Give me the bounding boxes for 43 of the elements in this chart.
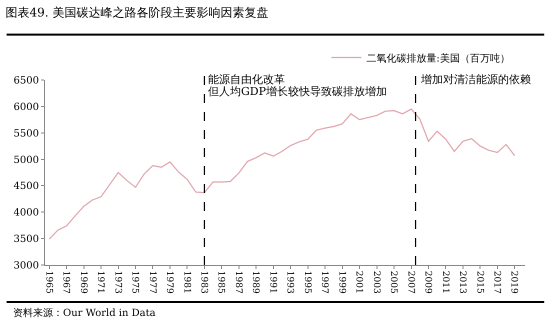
x-tick-label: 2005 (388, 270, 398, 294)
y-tick-label: 3000 (14, 260, 39, 272)
x-tick-label: 2019 (508, 270, 519, 294)
x-tick-label: 1995 (302, 270, 312, 294)
y-tick-label: 6000 (14, 102, 39, 113)
x-tick-label: 1979 (164, 270, 174, 294)
text: 资料来源：Our World in Data (13, 307, 156, 319)
x-tick-label: 1991 (267, 270, 278, 294)
x-tick-label: 1975 (130, 270, 140, 294)
x-tick-label: 2007 (405, 270, 416, 294)
x-tick-label: 1997 (319, 270, 330, 294)
x-tick-label: 1977 (146, 270, 157, 294)
y-tick-label: 4500 (14, 181, 39, 192)
x-tick-label: 2011 (440, 270, 450, 294)
x-tick-label: 1985 (216, 270, 226, 294)
x-tick-label: 1987 (232, 270, 243, 294)
x-tick-label: 2013 (457, 270, 468, 294)
ref-line-label: 能源自由化改革 (208, 73, 285, 86)
y-tick-label: 4000 (14, 208, 39, 219)
x-tick-label: 1965 (43, 270, 54, 294)
x-tick-label: 1983 (198, 270, 209, 294)
x-tick-label: 1967 (60, 270, 71, 294)
x-tick-label: 2003 (370, 270, 381, 294)
x-tick-label: 1981 (181, 270, 192, 294)
x-tick-label: 1971 (95, 270, 106, 294)
x-tick-label: 1999 (336, 270, 346, 294)
x-tick-label: 1969 (78, 270, 88, 294)
x-tick-label: 1989 (250, 270, 260, 294)
line-series (48, 108, 516, 240)
x-tick-label: 2001 (354, 270, 364, 294)
y-tick-label: 5500 (14, 128, 39, 140)
x-tick-label: 2017 (491, 270, 502, 294)
x-tick-label: 2009 (422, 270, 433, 294)
ref-line-label: 增加对清洁能源的依赖 (420, 73, 531, 86)
x-tick-label: 1973 (112, 270, 122, 294)
x-tick-label: 1993 (284, 270, 295, 294)
y-tick-label: 6500 (14, 76, 39, 86)
x-tick-label: 2015 (474, 270, 484, 294)
chart-title: 图表49. 美国碳达峰之路各阶段主要影响因素复盘 (6, 5, 268, 20)
y-tick-label: 3500 (14, 234, 39, 246)
legend-label: 二氧化碳排放量:美国（百万吨） (366, 52, 510, 64)
y-tick-label: 5000 (14, 154, 39, 166)
annotation: 但人均GDP增长较快导致碳排放增加 (208, 85, 388, 98)
